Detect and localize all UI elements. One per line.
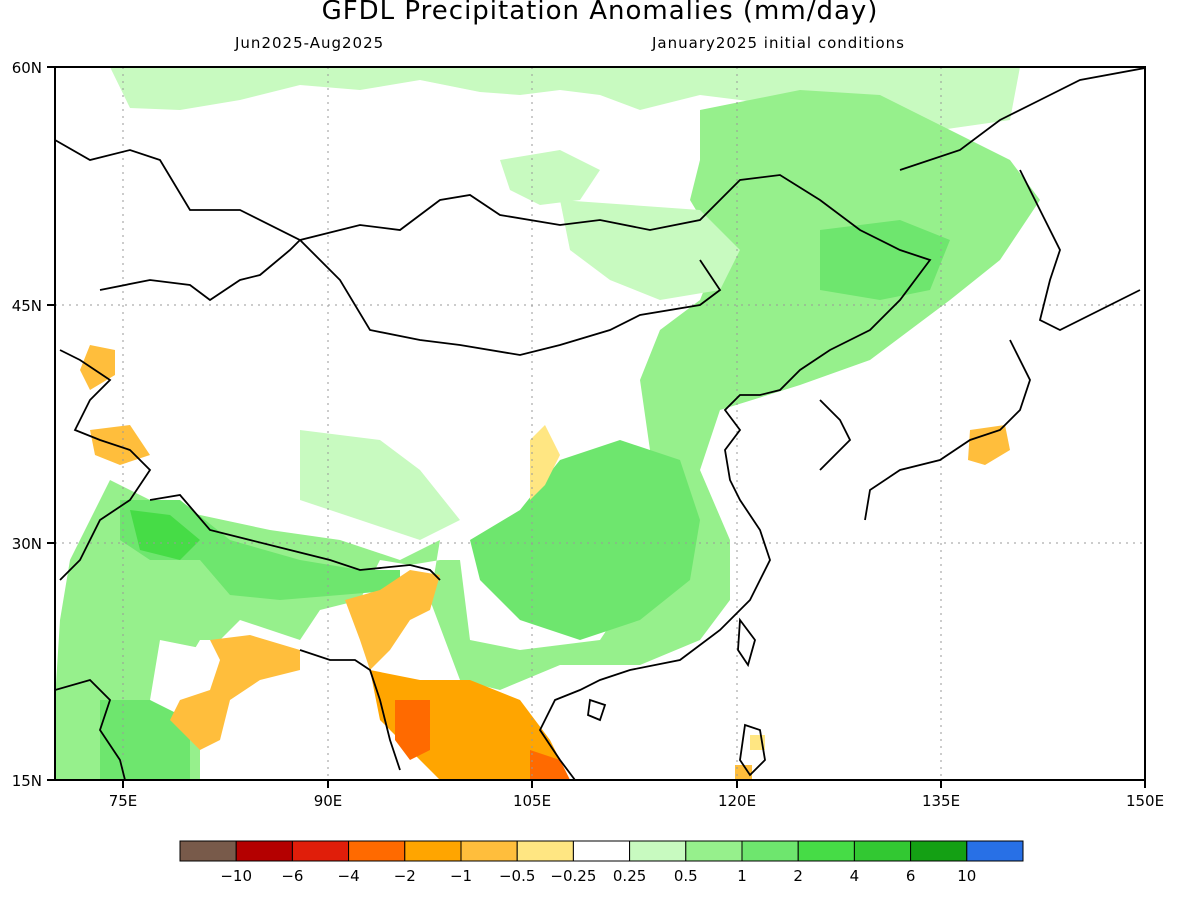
plot-frame xyxy=(54,66,1146,781)
region-china-green-north xyxy=(560,200,740,300)
region-pamir-yellow xyxy=(90,425,150,465)
region-northeast-green xyxy=(55,90,1040,780)
colorbar-label: 4 xyxy=(850,867,860,885)
colorbar-label: −2 xyxy=(394,867,416,885)
lon-label-90e: 90E xyxy=(314,792,343,810)
region-myanmar-dark-orange xyxy=(395,700,430,760)
region-china-green-west xyxy=(300,430,460,540)
colorbar-label: −4 xyxy=(338,867,360,885)
region-vietnam-dark-orange xyxy=(530,750,570,780)
colorbar-swatch xyxy=(685,840,743,862)
anomaly-fields xyxy=(55,67,1040,780)
colorbar-swatch xyxy=(910,840,968,862)
tick-marks xyxy=(47,66,1146,788)
colorbar-swatch xyxy=(572,840,631,862)
colorbar-swatch xyxy=(404,840,462,862)
region-north-lightgreen xyxy=(110,67,1020,130)
period-label: Jun2025-Aug2025 xyxy=(235,34,385,52)
region-myanmar-yellow xyxy=(345,570,440,670)
colorbar-swatch xyxy=(460,840,518,862)
colorbar-swatch xyxy=(966,840,1024,862)
colorbar-label: 10 xyxy=(957,867,976,885)
region-himalaya-green xyxy=(120,500,400,600)
region-north-lightgreen-2 xyxy=(500,150,600,205)
colorbar-label: −10 xyxy=(220,867,252,885)
colorbar-swatch xyxy=(853,840,912,862)
region-luzon-yellow xyxy=(735,765,752,780)
colorbar: −10 −6 −4 −2 −1 −0.5 −0.25 0.25 0.5 1 2 4 6 10 xyxy=(179,840,1024,885)
region-northeast-mid-green xyxy=(820,220,950,300)
lat-label-30n: 30N xyxy=(12,535,42,553)
colorbar-label: 0.5 xyxy=(674,867,698,885)
colorbar-label: 0.25 xyxy=(613,867,646,885)
colorbar-swatch xyxy=(291,840,350,862)
colorbar-label: −0.5 xyxy=(499,867,535,885)
colorbar-swatch xyxy=(516,840,574,862)
colorbar-label: 2 xyxy=(793,867,803,885)
chart-title: GFDL Precipitation Anomalies (mm/day) xyxy=(321,0,879,26)
region-india-yellow xyxy=(170,635,300,750)
colorbar-swatch xyxy=(629,840,687,862)
lat-label-15n: 15N xyxy=(12,772,42,790)
colorbar-label: −0.25 xyxy=(550,867,596,885)
init-label: January2025 initial conditions xyxy=(652,34,905,52)
lon-label-120e: 120E xyxy=(718,792,756,810)
colorbar-label: −1 xyxy=(450,867,472,885)
colorbar-label: −6 xyxy=(281,867,303,885)
coastlines xyxy=(55,67,1145,780)
colorbar-swatch xyxy=(797,840,855,862)
region-china-yellow xyxy=(530,425,560,500)
colorbar-label: 6 xyxy=(906,867,916,885)
colorbar-swatch xyxy=(348,840,406,862)
lon-label-150e: 150E xyxy=(1126,792,1164,810)
region-japan-yellow xyxy=(968,425,1010,465)
lon-axis: 75E 90E 105E 120E 135E 150E xyxy=(109,792,1164,810)
region-kazakh-yellow xyxy=(80,345,115,390)
lat-axis: 60N 45N 30N 15N xyxy=(12,59,42,790)
lon-label-105e: 105E xyxy=(513,792,551,810)
lat-label-45n: 45N xyxy=(12,297,42,315)
lon-label-75e: 75E xyxy=(109,792,138,810)
region-china-mid-green xyxy=(470,440,700,640)
region-himalaya-dark xyxy=(130,510,200,560)
colorbar-swatch xyxy=(235,840,293,862)
colorbar-swatch xyxy=(741,840,799,862)
lat-label-60n: 60N xyxy=(12,59,42,77)
colorbar-label: 1 xyxy=(737,867,747,885)
lon-label-135e: 135E xyxy=(922,792,960,810)
colorbar-swatch xyxy=(179,840,237,862)
